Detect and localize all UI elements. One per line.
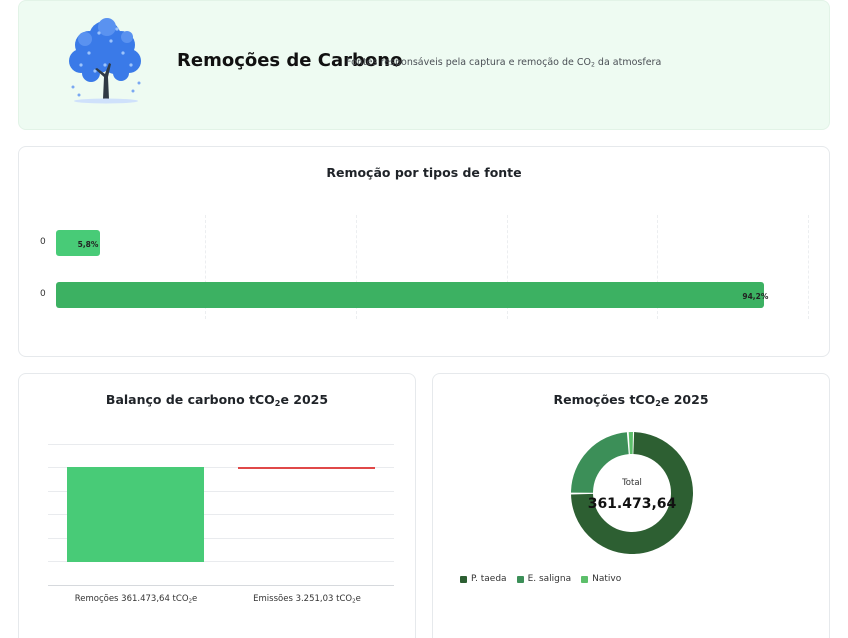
y-tick-label: 0 — [40, 289, 46, 299]
bar-removals[interactable] — [67, 467, 204, 562]
bar-emissions[interactable] — [238, 467, 375, 469]
donut-slice-e-saligna[interactable] — [571, 432, 693, 554]
carbon-balance-chart-title: Balanço de carbono tCO2e 2025 — [105, 392, 329, 409]
gridline — [808, 215, 809, 319]
legend-swatch — [581, 575, 589, 583]
removals-donut-chart — [571, 432, 693, 554]
gridline — [356, 215, 357, 319]
y-tick-label: 0 — [40, 237, 46, 247]
gridline — [48, 444, 394, 445]
source-type-chart-title: Remoção por tipos de fonte — [326, 165, 522, 180]
legend-label: E. saligna — [527, 574, 572, 584]
header-banner: Remoções de Carbono Fontes responsáveis … — [18, 0, 830, 130]
page-subtitle: Fontes responsáveis pela captura e remoç… — [346, 57, 662, 69]
gridline — [657, 215, 658, 319]
bar-source-small[interactable] — [56, 230, 100, 256]
bar-value-label: 5,8% — [77, 240, 99, 249]
x-label-emissions: Emissões 3.251,03 tCO2e — [253, 594, 361, 605]
gridline — [507, 215, 508, 319]
donut-legend: P. taeda E. saligna Nativo — [460, 574, 621, 584]
donut-center-label: Total — [622, 478, 642, 488]
removals-donut-title: Remoções tCO2e 2025 — [553, 392, 709, 409]
gridline — [48, 538, 394, 539]
bar-value-label: 94,2% — [742, 292, 769, 301]
x-label-removals: Remoções 361.473,64 tCO2e — [74, 594, 198, 605]
gridline — [48, 467, 394, 468]
gridline — [48, 491, 394, 492]
removals-donut-card: Remoções tCO2e 2025 — [432, 373, 830, 638]
source-type-chart-card: Remoção por tipos de fonte — [18, 146, 830, 357]
legend-label: P. taeda — [471, 574, 507, 584]
donut-slice-p-taeda[interactable] — [571, 432, 693, 554]
page-title: Remoções de Carbono — [177, 50, 403, 71]
donut-center-value: 361.473,64 — [587, 496, 677, 512]
gridline — [48, 514, 394, 515]
legend-swatch — [516, 575, 524, 583]
legend-label: Nativo — [592, 574, 622, 584]
legend-item-nativo[interactable]: Nativo — [581, 574, 621, 584]
legend-item-e-saligna[interactable]: E. saligna — [516, 574, 572, 584]
bar-source-large[interactable] — [56, 282, 765, 308]
gridline — [205, 215, 206, 319]
x-axis-line — [48, 585, 394, 586]
tree-illustration — [69, 18, 141, 104]
legend-item-p-taeda[interactable]: P. taeda — [460, 574, 507, 584]
gridline — [48, 561, 394, 562]
legend-swatch — [460, 575, 467, 583]
